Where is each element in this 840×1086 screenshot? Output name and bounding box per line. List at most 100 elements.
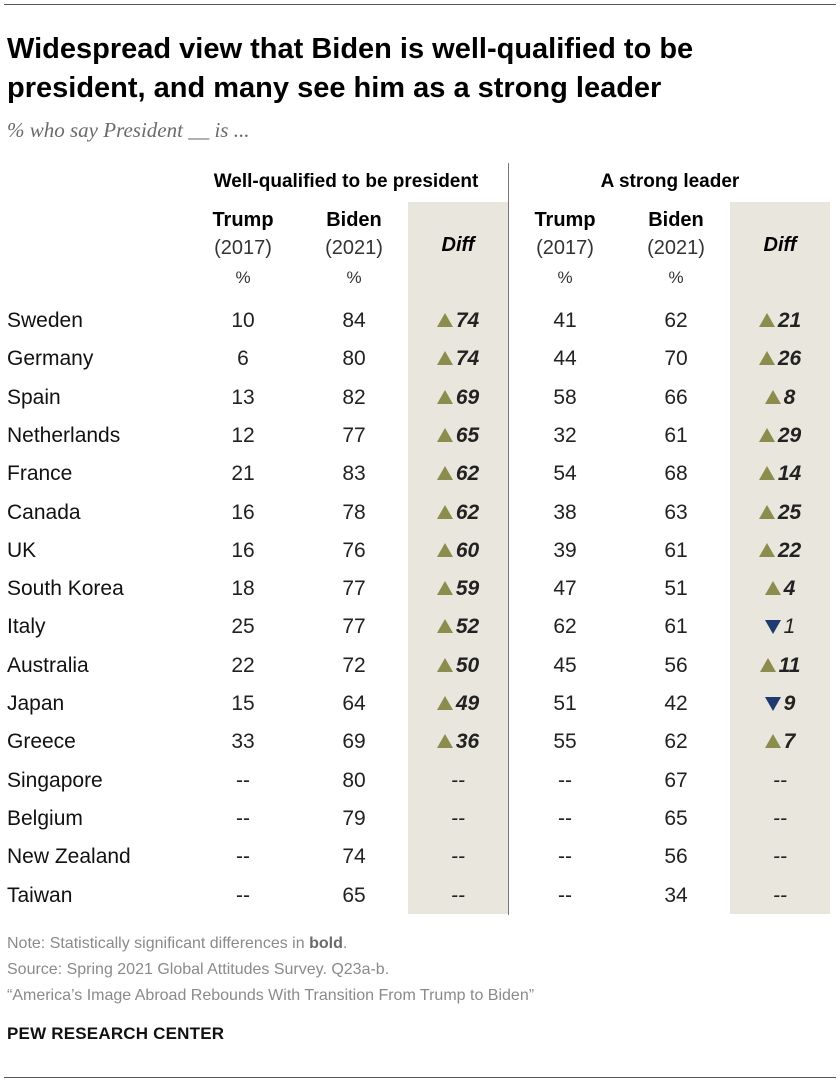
diff-value: -- xyxy=(451,845,465,868)
cell-sl-diff: 11 xyxy=(730,647,830,685)
cell-wq-biden: 83 xyxy=(342,462,366,485)
diff-value: 62 xyxy=(455,462,480,485)
increase-triangle-icon xyxy=(758,313,775,327)
cell-wq-diff: 62 xyxy=(408,455,508,493)
diff-value: 69 xyxy=(455,386,480,409)
col-header-sl-biden: Biden (2021) % xyxy=(626,206,726,292)
cell-wq-biden: 76 xyxy=(342,539,366,562)
cell-sl-biden: 66 xyxy=(664,386,688,409)
cell-wq-trump: 16 xyxy=(231,539,255,562)
cell-wq-biden: 74 xyxy=(342,845,366,868)
table-row: Greece 33 69 55 62 36 7 xyxy=(0,723,840,761)
country-label: Italy xyxy=(7,615,46,638)
cell-sl-biden: 61 xyxy=(664,539,688,562)
cell-wq-diff: 69 xyxy=(408,379,508,417)
cell-wq-trump: 16 xyxy=(231,501,255,524)
table-row: Sweden 10 84 41 62 74 21 xyxy=(0,302,840,340)
diff-value: 9 xyxy=(783,692,796,715)
cell-sl-biden: 61 xyxy=(664,424,688,447)
country-label: Sweden xyxy=(7,309,83,332)
diff-value: 25 xyxy=(777,501,802,524)
note-bold: bold xyxy=(309,935,343,952)
col-header-wq-diff: Diff xyxy=(441,234,475,256)
col-year: (2021) xyxy=(647,237,705,259)
report-title: “America’s Image Abroad Rebounds With Tr… xyxy=(7,987,535,1004)
cell-wq-diff: 49 xyxy=(408,685,508,723)
diff-value: 29 xyxy=(777,424,802,447)
table-row: UK 16 76 39 61 60 22 xyxy=(0,532,840,570)
col-name: Biden xyxy=(326,209,382,231)
increase-triangle-icon xyxy=(436,619,453,633)
diff-value: -- xyxy=(773,884,787,907)
cell-wq-trump: -- xyxy=(236,769,250,792)
cell-wq-biden: 64 xyxy=(342,692,366,715)
cell-sl-diff: 21 xyxy=(730,302,830,340)
increase-triangle-icon xyxy=(758,351,775,365)
table-row: Canada 16 78 38 63 62 25 xyxy=(0,494,840,532)
cell-wq-diff: 62 xyxy=(408,494,508,532)
increase-triangle-icon xyxy=(436,351,453,365)
cell-wq-biden: 72 xyxy=(342,654,366,677)
cell-wq-biden: 77 xyxy=(342,424,366,447)
cell-sl-diff: -- xyxy=(730,800,830,838)
increase-triangle-icon xyxy=(436,734,453,748)
decrease-triangle-icon xyxy=(764,620,781,634)
cell-wq-biden: 77 xyxy=(342,577,366,600)
col-header-wq-biden: Biden (2021) % xyxy=(304,206,404,292)
cell-wq-trump: 10 xyxy=(231,309,255,332)
diff-value: -- xyxy=(773,769,787,792)
cell-sl-biden: 42 xyxy=(664,692,688,715)
diff-value: 65 xyxy=(455,424,480,447)
col-unit: % xyxy=(557,268,573,287)
cell-sl-trump: -- xyxy=(558,807,572,830)
cell-sl-biden: 62 xyxy=(664,309,688,332)
diff-value: 59 xyxy=(455,577,480,600)
cell-sl-biden: 70 xyxy=(664,347,688,370)
increase-triangle-icon xyxy=(436,658,453,672)
cell-sl-diff: 29 xyxy=(730,417,830,455)
table-row: Singapore -- 80 -- 67 -- -- xyxy=(0,762,840,800)
cell-sl-trump: 47 xyxy=(553,577,577,600)
diff-value: 26 xyxy=(777,347,802,370)
cell-wq-biden: 69 xyxy=(342,730,366,753)
cell-sl-trump: -- xyxy=(558,845,572,868)
cell-wq-diff: 36 xyxy=(408,723,508,761)
cell-sl-diff: 26 xyxy=(730,340,830,378)
increase-triangle-icon xyxy=(764,581,781,595)
group-divider xyxy=(508,163,509,915)
cell-wq-diff: 65 xyxy=(408,417,508,455)
col-header-sl-trump: Trump (2017) % xyxy=(515,206,615,292)
diff-value: 62 xyxy=(455,501,480,524)
table-row: Belgium -- 79 -- 65 -- -- xyxy=(0,800,840,838)
increase-triangle-icon xyxy=(758,428,775,442)
increase-triangle-icon xyxy=(436,543,453,557)
cell-sl-biden: 51 xyxy=(664,577,688,600)
diff-shade-well-qualified xyxy=(408,202,508,914)
country-label: Germany xyxy=(7,347,94,370)
diff-value: 60 xyxy=(455,539,480,562)
cell-sl-trump: 32 xyxy=(553,424,577,447)
increase-triangle-icon xyxy=(759,658,776,672)
diff-value: 74 xyxy=(455,309,480,332)
cell-sl-trump: 39 xyxy=(553,539,577,562)
increase-triangle-icon xyxy=(436,696,453,710)
cell-sl-diff: 25 xyxy=(730,494,830,532)
cell-wq-diff: -- xyxy=(408,877,508,915)
pew-logo-text: PEW RESEARCH CENTER xyxy=(7,1024,225,1043)
col-unit: % xyxy=(235,268,251,287)
col-year: (2017) xyxy=(536,237,594,259)
chart-title: Widespread view that Biden is well-quali… xyxy=(7,33,694,104)
table-row: France 21 83 54 68 62 14 xyxy=(0,455,840,493)
cell-wq-trump: 12 xyxy=(231,424,255,447)
cell-wq-biden: 80 xyxy=(342,347,366,370)
cell-wq-diff: -- xyxy=(408,800,508,838)
cell-wq-diff: 52 xyxy=(408,608,508,646)
cell-sl-trump: 51 xyxy=(553,692,577,715)
cell-sl-biden: 62 xyxy=(664,730,688,753)
col-unit: % xyxy=(668,268,684,287)
cell-wq-trump: 25 xyxy=(231,615,255,638)
cell-wq-biden: 79 xyxy=(342,807,366,830)
cell-sl-biden: 56 xyxy=(664,654,688,677)
cell-wq-biden: 80 xyxy=(342,769,366,792)
country-label: New Zealand xyxy=(7,845,131,868)
